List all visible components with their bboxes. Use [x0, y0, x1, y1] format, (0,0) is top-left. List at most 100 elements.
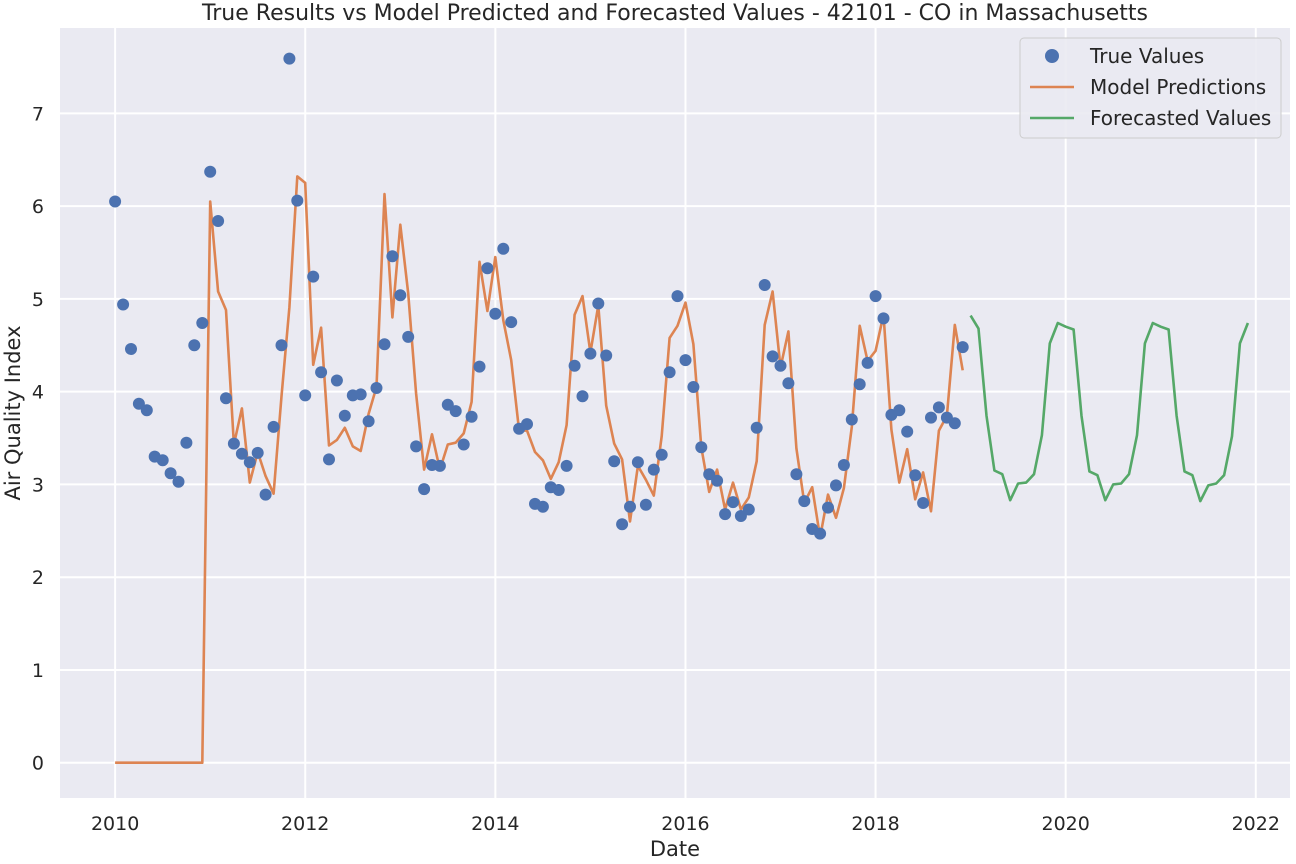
true-values-point: [711, 474, 724, 487]
true-values-point: [109, 195, 122, 208]
true-values-point: [845, 413, 858, 426]
legend-marker-true-values: [1045, 49, 1059, 63]
true-values-point: [766, 350, 779, 363]
true-values-point: [402, 330, 415, 343]
true-values-point: [671, 290, 684, 303]
y-tick-labels: 0 1 2 3 4 5 6 7: [32, 103, 44, 774]
true-values-point: [449, 405, 462, 418]
y-tick-label: 4: [32, 382, 44, 404]
true-values-point: [259, 488, 272, 501]
true-values-point: [576, 390, 589, 403]
true-values-point: [782, 377, 795, 390]
legend-label-true-values: True Values: [1089, 44, 1204, 68]
x-tick-label: 2012: [281, 813, 329, 835]
true-values-point: [917, 497, 930, 509]
true-values-point: [536, 500, 549, 513]
true-values-point: [639, 498, 652, 511]
true-values-point: [140, 404, 153, 417]
true-values-point: [774, 359, 787, 372]
true-values-point: [307, 270, 320, 283]
true-values-point: [489, 307, 502, 320]
true-values-point: [608, 455, 621, 468]
y-tick-label: 3: [32, 474, 44, 496]
true-values-point: [814, 527, 827, 540]
true-values-point: [679, 354, 692, 367]
y-tick-label: 7: [32, 103, 44, 125]
true-values-point: [631, 456, 644, 469]
true-values-point: [473, 360, 486, 373]
legend: True Values Model Predictions Forecasted V…: [1019, 37, 1282, 139]
true-values-point: [338, 409, 351, 422]
true-values-point: [497, 242, 510, 255]
true-values-point: [932, 401, 945, 414]
true-values-point: [758, 279, 771, 291]
x-tick-label: 2014: [471, 813, 519, 835]
true-values-point: [275, 339, 288, 352]
true-values-point: [687, 381, 700, 393]
true-values-point: [798, 495, 811, 508]
x-tick-label: 2016: [661, 813, 709, 835]
true-values-point: [156, 454, 169, 467]
true-values-point: [212, 215, 225, 227]
legend-box: [1019, 37, 1282, 139]
true-values-point: [861, 356, 874, 369]
true-values-point: [560, 459, 573, 472]
legend-label-forecasted-values: Forecasted Values: [1090, 106, 1271, 130]
forecasted-values-line: [969, 314, 1250, 503]
true-values-point: [227, 437, 240, 450]
true-values-point: [790, 468, 803, 481]
true-values-point: [370, 382, 383, 394]
true-values-point: [394, 289, 407, 302]
true-values-point: [251, 446, 264, 459]
chart-title: True Results vs Model Predicted and Fore…: [201, 1, 1148, 26]
true-values-point: [267, 420, 280, 433]
true-values-point: [695, 441, 708, 454]
true-values-point: [164, 467, 177, 480]
y-tick-label: 0: [32, 753, 44, 775]
true-values-point: [521, 418, 533, 431]
true-values-point: [465, 410, 478, 423]
true-values-point: [204, 165, 217, 178]
y-axis-label: Air Quality Index: [1, 325, 25, 500]
true-values-point: [172, 475, 185, 488]
true-values-point: [418, 483, 431, 496]
y-tick-label: 6: [32, 196, 44, 218]
true-values-point: [869, 290, 882, 303]
true-values-point: [600, 349, 613, 362]
true-values-point: [750, 421, 763, 434]
x-tick-label: 2010: [91, 813, 139, 835]
true-values-point: [243, 456, 256, 469]
true-values-point: [323, 453, 335, 466]
true-values-point: [655, 448, 668, 461]
true-values-point: [291, 194, 304, 207]
true-values-point: [584, 347, 597, 360]
true-values-point: [853, 378, 866, 391]
y-tick-label: 1: [32, 660, 44, 682]
true-values-point: [481, 262, 494, 275]
x-tick-labels: 2010 2012 2014 2016 2018 2020 2022: [91, 813, 1280, 835]
true-values-point: [354, 388, 367, 401]
true-values-point: [132, 397, 145, 410]
true-values-point: [719, 508, 732, 521]
true-values-point: [299, 389, 312, 402]
true-values-point: [734, 510, 747, 522]
true-values-point: [125, 343, 137, 355]
plot-area: [60, 28, 1290, 798]
true-values-point: [624, 500, 636, 513]
true-values-point: [948, 417, 961, 430]
true-values-point: [378, 338, 391, 351]
true-values-point: [315, 366, 328, 379]
true-values-point: [893, 404, 906, 417]
true-values-point: [727, 496, 739, 509]
x-gridlines: [114, 28, 1257, 798]
true-values-point: [505, 316, 518, 329]
true-values-point: [457, 438, 470, 451]
true-values-point: [925, 411, 937, 424]
y-tick-label: 2: [32, 567, 44, 589]
x-tick-label: 2022: [1232, 813, 1280, 835]
true-values-point: [647, 463, 660, 476]
series-layer: [109, 52, 1250, 765]
true-values-point: [837, 459, 850, 471]
true-values-point: [362, 415, 375, 428]
